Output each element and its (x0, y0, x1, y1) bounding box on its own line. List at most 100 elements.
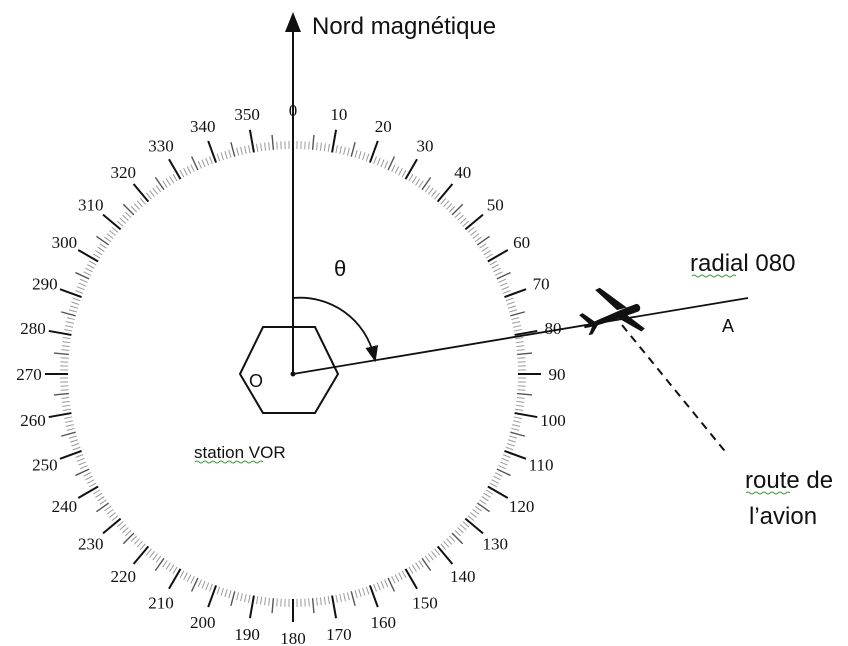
compass-tick (501, 286, 510, 291)
compass-tick (459, 524, 467, 531)
compass-tick (154, 557, 165, 572)
compass-label-160: 160 (371, 613, 397, 632)
compass-tick (139, 543, 146, 551)
compass-tick (61, 397, 70, 399)
compass-tick (346, 147, 350, 156)
compass-label-320: 320 (111, 163, 137, 182)
compass-tick (60, 357, 69, 359)
compass-tick (236, 147, 240, 156)
route-label-line1: route de (745, 467, 833, 494)
station-label: station VOR (194, 443, 286, 462)
compass-tick (111, 515, 119, 522)
compass-tick (122, 214, 129, 221)
compass-tick (201, 580, 206, 589)
compass-tick (457, 214, 464, 221)
compass-tick (154, 176, 165, 191)
compass-tick (401, 169, 407, 178)
compass-tick (440, 197, 447, 205)
compass-tick (512, 321, 521, 324)
compass-tick (165, 562, 171, 570)
compass-tick (446, 203, 453, 210)
compass-tick (311, 134, 315, 150)
compass-tick (496, 468, 511, 477)
compass-tick (162, 560, 168, 568)
compass-tick (483, 250, 491, 256)
compass-tick (350, 591, 356, 607)
compass-tick (499, 461, 508, 466)
compass-tick (474, 505, 482, 512)
compass-tick (373, 156, 377, 165)
compass-tick (75, 271, 90, 280)
compass-tick (408, 174, 414, 182)
compass-tick (491, 479, 499, 484)
compass-tick (467, 515, 475, 522)
compass-tick (506, 301, 515, 305)
compass-tick (404, 158, 418, 180)
compass-label-280: 280 (20, 319, 46, 338)
compass-tick (380, 159, 385, 168)
compass-tick (428, 187, 434, 195)
compass-tick (365, 586, 370, 595)
compass-tick (440, 543, 447, 551)
compass-tick (483, 492, 491, 498)
compass-tick (514, 329, 538, 336)
compass-tick (79, 465, 88, 470)
compass-tick (517, 392, 533, 396)
compass-tick (168, 568, 182, 590)
compass-tick (93, 253, 101, 259)
compass-tick (61, 345, 70, 348)
compass-tick (130, 206, 138, 213)
route-spellcheck-underline (745, 491, 791, 495)
compass-tick (216, 153, 221, 162)
compass-tick (331, 595, 338, 619)
compass-tick (228, 590, 232, 599)
compass-tick (415, 562, 421, 570)
compass-label-20: 20 (375, 117, 392, 136)
compass-tick (53, 352, 69, 356)
compass-tick (87, 479, 95, 484)
compass-tick (76, 457, 85, 462)
compass-tick (268, 142, 270, 151)
compass-tick (308, 141, 310, 150)
compass-tick (48, 329, 72, 336)
compass-tick (95, 235, 110, 246)
compass-tick (220, 587, 224, 596)
compass-tick (316, 597, 318, 606)
compass-label-70: 70 (533, 275, 550, 294)
compass-tick (93, 489, 101, 495)
compass-tick (256, 596, 259, 605)
compass-tick (448, 535, 456, 542)
compass-tick (384, 579, 389, 588)
compass-tick (506, 443, 515, 447)
compass-tick (264, 142, 267, 151)
compass-label-50: 50 (487, 195, 504, 214)
compass-tick (59, 450, 82, 460)
compass-tick (479, 499, 487, 505)
compass-tick (248, 595, 255, 619)
compass-tick (493, 267, 501, 273)
compass-tick (517, 352, 533, 356)
compass-tick (61, 349, 70, 351)
compass-label-120: 120 (509, 497, 535, 516)
compass-tick (376, 582, 381, 591)
compass-tick (508, 439, 516, 443)
compass-tick (311, 598, 315, 614)
compass-tick (95, 492, 103, 498)
compass-tick (60, 431, 76, 437)
compass-label-100: 100 (540, 411, 566, 430)
compass-label-260: 260 (20, 411, 46, 430)
compass-tick (408, 566, 414, 574)
compass-tick (505, 297, 514, 302)
compass-tick (479, 243, 487, 249)
compass-label-270: 270 (16, 365, 42, 384)
route-label-line2: l’avion (749, 503, 817, 530)
compass-tick (172, 566, 178, 574)
compass-tick (424, 185, 431, 193)
compass-tick (62, 337, 71, 340)
compass-tick (319, 597, 322, 606)
compass-tick (145, 192, 152, 200)
compass-tick (116, 521, 124, 528)
aircraft-route-line (621, 324, 729, 456)
compass-tick (387, 577, 396, 592)
